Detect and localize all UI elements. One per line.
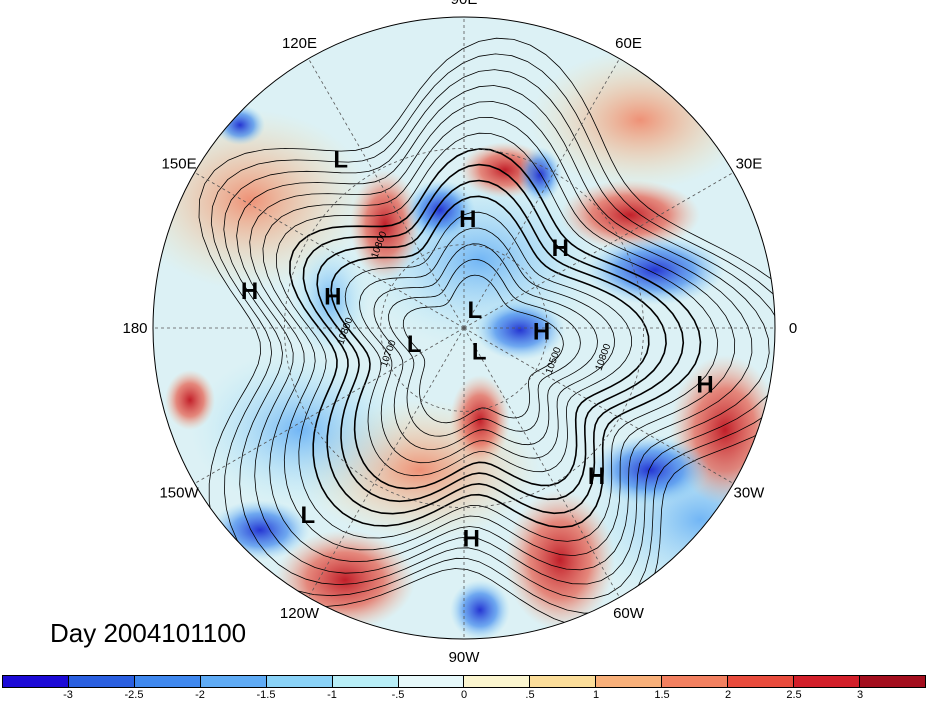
colorbar-tick-label: -2.5 — [124, 689, 144, 701]
high-pressure-label: H — [552, 235, 569, 262]
high-pressure-label: H — [324, 283, 341, 310]
contour-line — [344, 211, 633, 477]
colorbar-tick-label: 1.5 — [654, 689, 670, 701]
colorbar — [2, 675, 926, 688]
colorbar-swatch — [266, 676, 333, 687]
colorbar-swatch — [3, 676, 69, 687]
longitude-label: 0 — [789, 320, 797, 337]
high-pressure-label: H — [533, 319, 550, 346]
meridian-line — [308, 58, 465, 329]
contour-line — [316, 179, 667, 503]
high-pressure-label: H — [588, 463, 605, 490]
colorbar-swatch — [134, 676, 201, 687]
longitude-label: 150E — [162, 156, 197, 173]
low-pressure-label: L — [407, 331, 422, 358]
high-pressure-label: H — [241, 278, 258, 305]
meridian-line — [463, 327, 620, 598]
colorbar-tick-label: 1 — [592, 689, 600, 701]
contour-line — [289, 148, 702, 529]
day-label: Day 2004101100 — [50, 618, 247, 648]
longitude-label: 150W — [159, 485, 199, 502]
colorbar-tick-label: .5 — [525, 689, 535, 701]
low-pressure-label: L — [333, 146, 348, 173]
colorbar-tick-label: 2 — [724, 689, 732, 701]
longitude-label: 30W — [734, 485, 766, 502]
meridian-line — [463, 172, 734, 329]
contour-line — [262, 117, 736, 557]
low-pressure-label: L — [300, 502, 315, 529]
contour-line — [373, 243, 598, 450]
meridian-line — [308, 327, 465, 598]
geopotential-contours — [198, 37, 775, 629]
colorbar-tick-label: 2.5 — [786, 689, 802, 701]
colorbar-swatch — [596, 676, 663, 687]
longitude-label: 30E — [736, 156, 763, 173]
meridian-line — [194, 327, 465, 484]
colorbar-swatch — [530, 676, 597, 687]
contour-line — [302, 163, 685, 515]
colorbar-tick-label: -.5 — [391, 689, 405, 701]
colorbar-tick-label: -1.5 — [256, 689, 276, 701]
colorbar-swatch — [728, 676, 795, 687]
parallel-line — [380, 244, 548, 412]
longitude-label: 120E — [282, 35, 317, 52]
lat-lon-grid — [153, 17, 775, 639]
colorbar-swatch — [859, 676, 925, 687]
colorbar-swatch — [68, 676, 135, 687]
colorbar-tick-labels: -3 -2.5 -2 -1.5 -1 -.5 0 .5 1 1.5 2 2.5 3 — [0, 689, 928, 703]
contour-line — [275, 132, 719, 542]
high-pressure-label: H — [463, 526, 480, 553]
high-pressure-label: H — [696, 372, 713, 399]
longitude-label: 90E — [451, 0, 478, 8]
longitude-label: 60W — [613, 605, 645, 622]
contour-line — [223, 69, 775, 599]
meridian-line — [463, 58, 620, 329]
colorbar-tick-label: 3 — [856, 689, 864, 701]
low-pressure-label: L — [472, 339, 487, 366]
colorbar-tick-label: -1 — [327, 689, 337, 701]
longitude-label: 60E — [615, 35, 642, 52]
parallel-line — [284, 148, 644, 508]
longitude-label: 90W — [449, 649, 481, 666]
low-pressure-label: L — [468, 297, 483, 324]
meridian-line — [463, 327, 734, 484]
colorbar-tick-label: 0 — [460, 689, 468, 701]
colorbar-swatch — [464, 676, 531, 687]
colorbar-swatch — [332, 676, 399, 687]
meridian-line — [194, 172, 465, 329]
longitude-label: 180 — [122, 320, 147, 337]
colorbar-tick-label: -3 — [63, 689, 73, 701]
colorbar-swatch — [662, 676, 729, 687]
colorbar-tick-label: -2 — [195, 689, 205, 701]
contour-line — [359, 227, 615, 464]
colorbar-swatch — [200, 676, 267, 687]
contour-line — [236, 85, 770, 585]
high-pressure-label: H — [459, 206, 476, 233]
longitude-labels: 90E 60E 30E 0 30W 60W 90W 120W 150W 180 150E 120E — [122, 0, 797, 666]
contour-line — [249, 101, 753, 571]
longitude-label: 120W — [280, 605, 320, 622]
colorbar-swatch — [398, 676, 465, 687]
colorbar-swatch — [794, 676, 860, 687]
contour-line — [330, 195, 650, 490]
contour-line — [388, 258, 581, 437]
map-boundary — [152, 16, 776, 640]
